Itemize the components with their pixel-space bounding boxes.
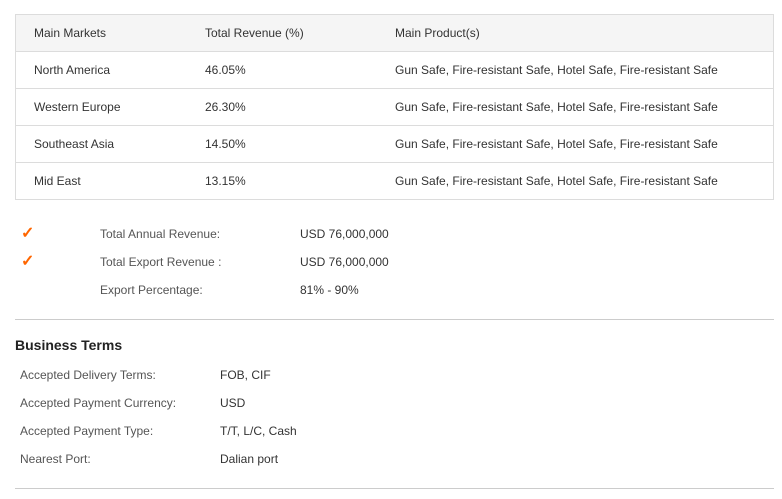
- section-divider: [15, 319, 774, 320]
- table-row: Western Europe 26.30% Gun Safe, Fire-res…: [15, 88, 774, 126]
- list-item: Nearest Port: Dalian port: [15, 445, 774, 473]
- summary-value: USD 76,000,000: [300, 227, 389, 241]
- total-annual-revenue-row: ✓ Total Annual Revenue: USD 76,000,000: [15, 220, 774, 248]
- term-label: Nearest Port:: [20, 452, 91, 466]
- main-markets-table: Main Markets Total Revenue (%) Main Prod…: [15, 14, 774, 200]
- market-cell: North America: [15, 51, 205, 89]
- revenue-cell: 14.50%: [205, 125, 395, 163]
- term-label: Accepted Payment Type:: [20, 424, 154, 438]
- term-label: Accepted Delivery Terms:: [20, 368, 156, 382]
- summary-label: Total Export Revenue :: [100, 255, 222, 269]
- list-item: Accepted Payment Currency: USD: [15, 389, 774, 417]
- table-row: Mid East 13.15% Gun Safe, Fire-resistant…: [16, 163, 774, 200]
- revenue-cell: 26.30%: [205, 88, 395, 126]
- market-cell: Southeast Asia: [15, 125, 205, 163]
- term-value: Dalian port: [220, 452, 279, 466]
- revenue-cell: 46.05%: [205, 51, 395, 89]
- list-item: Accepted Delivery Terms: FOB, CIF: [15, 361, 774, 389]
- summary-label: Total Annual Revenue:: [100, 227, 221, 241]
- market-cell: Mid East: [34, 174, 81, 188]
- checkmark-icon: ✓: [21, 253, 35, 270]
- products-cell: Gun Safe, Fire-resistant Safe, Hotel Saf…: [395, 51, 774, 89]
- revenue-summary: ✓ Total Annual Revenue: USD 76,000,000 ✓…: [15, 220, 774, 304]
- summary-value: 81% - 90%: [300, 283, 359, 297]
- term-value: FOB, CIF: [220, 368, 271, 382]
- total-export-revenue-row: ✓ Total Export Revenue : USD 76,000,000: [15, 248, 774, 276]
- business-terms-list: Accepted Delivery Terms: FOB, CIF Accept…: [15, 361, 774, 473]
- business-terms-heading: Business Terms: [15, 337, 123, 353]
- column-header-total-revenue: Total Revenue (%): [205, 14, 395, 52]
- market-cell: Western Europe: [15, 88, 205, 126]
- column-header-main-markets: Main Markets: [15, 14, 205, 52]
- term-value: USD: [220, 396, 246, 410]
- summary-value: USD 76,000,000: [300, 255, 389, 269]
- export-percentage-row: Export Percentage: 81% - 90%: [15, 276, 774, 304]
- revenue-cell: 13.15%: [205, 174, 246, 188]
- products-cell: Gun Safe, Fire-resistant Safe, Hotel Saf…: [395, 125, 774, 163]
- table-row: Southeast Asia 14.50% Gun Safe, Fire-res…: [15, 125, 774, 163]
- term-label: Accepted Payment Currency:: [20, 396, 177, 410]
- table-header-row: Main Markets Total Revenue (%) Main Prod…: [15, 14, 774, 52]
- section-divider: [15, 488, 774, 489]
- checkmark-icon: ✓: [21, 225, 35, 242]
- term-value: T/T, L/C, Cash: [220, 424, 297, 438]
- list-item: Accepted Payment Type: T/T, L/C, Cash: [15, 417, 774, 445]
- products-cell: Gun Safe, Fire-resistant Safe, Hotel Saf…: [395, 174, 718, 188]
- table-row: North America 46.05% Gun Safe, Fire-resi…: [15, 51, 774, 89]
- products-cell: Gun Safe, Fire-resistant Safe, Hotel Saf…: [395, 88, 774, 126]
- column-header-main-products: Main Product(s): [395, 14, 774, 52]
- summary-label: Export Percentage:: [100, 283, 203, 297]
